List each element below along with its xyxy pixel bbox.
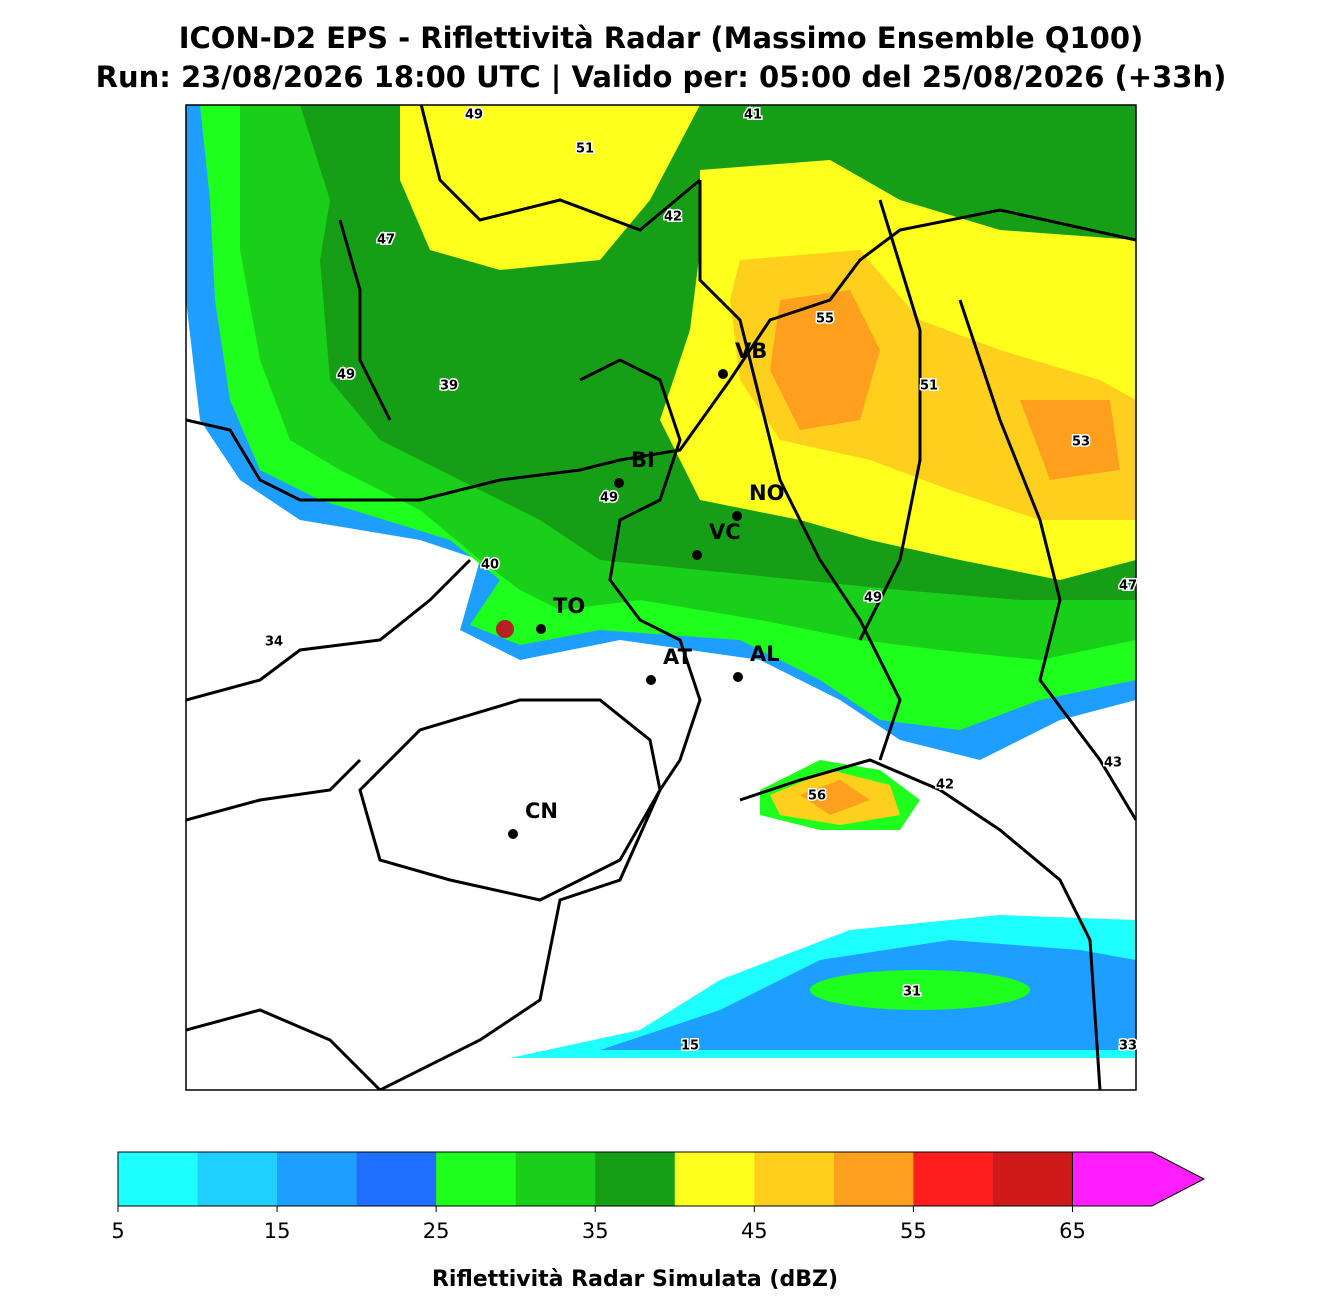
colorbar-segment xyxy=(118,1152,199,1206)
contour-label: 31 xyxy=(903,985,921,1000)
colorbar-arrow xyxy=(1071,1151,1206,1207)
colorbar-tick-label: 25 xyxy=(423,1219,450,1243)
city-dot xyxy=(614,478,624,488)
contour-label: 40 xyxy=(481,558,499,573)
contour-label: 42 xyxy=(664,210,682,225)
city-label: AT xyxy=(663,645,693,669)
colorbar-segment xyxy=(754,1152,835,1206)
city-label: VB xyxy=(735,339,767,363)
title: ICON-D2 EPS - Riflettività Radar (Massim… xyxy=(179,21,1144,55)
contour-label: 47 xyxy=(377,233,395,248)
contour-label: 33 xyxy=(1119,1039,1137,1054)
contour-label: 15 xyxy=(681,1039,699,1054)
city-dot xyxy=(536,624,546,634)
city-dot xyxy=(692,550,702,560)
city-dot xyxy=(733,672,743,682)
colorbar-segment xyxy=(515,1152,596,1206)
city-label: BI xyxy=(631,448,655,472)
city-dot xyxy=(508,829,518,839)
colorbar-tick-label: 45 xyxy=(741,1219,768,1243)
colorbar-segment xyxy=(197,1152,278,1206)
city-dot xyxy=(732,511,742,521)
contour-label: 51 xyxy=(576,142,594,157)
colorbar-tick-label: 15 xyxy=(264,1219,291,1243)
colorbar-segment xyxy=(595,1152,676,1206)
colorbar-segment xyxy=(833,1152,914,1206)
colorbar-segment xyxy=(436,1152,517,1206)
colorbar-segment xyxy=(992,1152,1073,1206)
contour-label: 47 xyxy=(1119,579,1137,594)
contour-label: 43 xyxy=(1104,756,1122,771)
contour-label: 51 xyxy=(920,379,938,394)
colorbar-segment xyxy=(356,1152,437,1206)
contour-label: 55 xyxy=(816,312,834,327)
colorbar-tick-label: 65 xyxy=(1059,1219,1086,1243)
contour-label: 42 xyxy=(936,778,954,793)
colorbar-label: Riflettività Radar Simulata (dBZ) xyxy=(432,1267,838,1292)
colorbar-segment xyxy=(674,1152,755,1206)
city-label: VC xyxy=(709,520,741,544)
map-frame xyxy=(185,104,1137,1091)
contour-label: 49 xyxy=(600,491,618,506)
contour-label: 49 xyxy=(465,108,483,123)
colorbar-frame xyxy=(117,1151,1152,1207)
colorbar-segment xyxy=(913,1152,994,1206)
contour-label: 49 xyxy=(864,591,882,606)
contour-label: 39 xyxy=(440,379,458,394)
colorbar-tick-label: 35 xyxy=(582,1219,609,1243)
contour-label: 56 xyxy=(808,789,826,804)
contour-label: 49 xyxy=(337,368,355,383)
colorbar-tick-label: 5 xyxy=(111,1219,124,1243)
contour-label: 34 xyxy=(265,635,283,650)
city-label: NO xyxy=(749,481,784,505)
city-dot xyxy=(646,675,656,685)
city-label: AL xyxy=(750,642,780,666)
site-marker xyxy=(496,620,514,638)
contour-label: 53 xyxy=(1072,435,1090,450)
map xyxy=(186,105,1136,1090)
city-label: TO xyxy=(553,594,585,618)
contour-label: 41 xyxy=(744,108,762,123)
city-dot xyxy=(718,369,728,379)
subtitle: Run: 23/08/2026 18:00 UTC | Valido per: … xyxy=(96,60,1227,94)
colorbar-tick-label: 55 xyxy=(900,1219,927,1243)
colorbar-segment xyxy=(277,1152,358,1206)
city-label: CN xyxy=(525,799,558,823)
